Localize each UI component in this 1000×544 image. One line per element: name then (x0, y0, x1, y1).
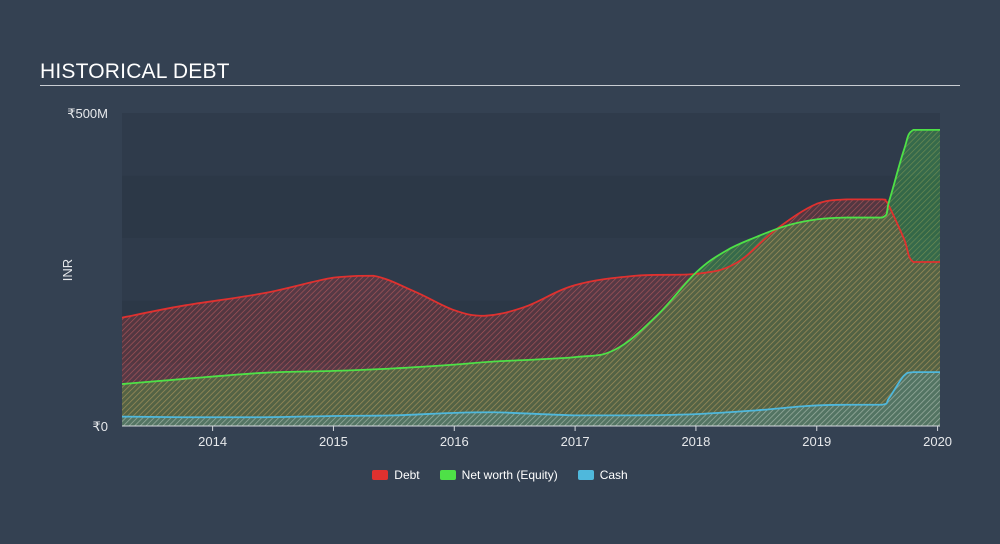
chart-legend: Debt Net worth (Equity) Cash (0, 468, 1000, 482)
y-tick-label: ₹500M (67, 106, 108, 121)
legend-swatch (577, 470, 594, 480)
legend-label: Debt (394, 468, 420, 482)
x-tick-label: 2019 (802, 434, 831, 449)
legend-item-equity[interactable]: Net worth (Equity) (439, 468, 558, 482)
equity-line (121, 128, 940, 385)
x-tick-label: 2015 (319, 434, 348, 449)
series-lines (121, 128, 940, 419)
x-tick-label: 2018 (681, 434, 710, 449)
x-tick-label: 2014 (198, 434, 227, 449)
equity-area (122, 129, 940, 426)
y-tick-label: ₹0 (92, 419, 108, 434)
x-tick-label: 2020 (923, 434, 952, 449)
cash-line (121, 371, 940, 419)
legend-swatch (439, 470, 456, 480)
legend-label: Cash (599, 468, 628, 482)
legend-item-debt[interactable]: Debt (372, 468, 420, 482)
legend-swatch (372, 470, 389, 480)
plot-band (122, 113, 940, 176)
chart-title: HISTORICAL DEBT (40, 60, 230, 83)
title-divider (40, 85, 960, 86)
debt-line (121, 198, 940, 319)
x-tick-label: 2016 (440, 434, 469, 449)
legend-item-cash[interactable]: Cash (577, 468, 628, 482)
y-axis-label: INR (60, 259, 75, 281)
chart-axes: 2014 2015 2016 2017 2018 2019 2020 ₹500M ₹0 (67, 106, 952, 449)
legend-label: Net worth (Equity) (461, 468, 558, 482)
x-tick-label: 2017 (561, 434, 590, 449)
